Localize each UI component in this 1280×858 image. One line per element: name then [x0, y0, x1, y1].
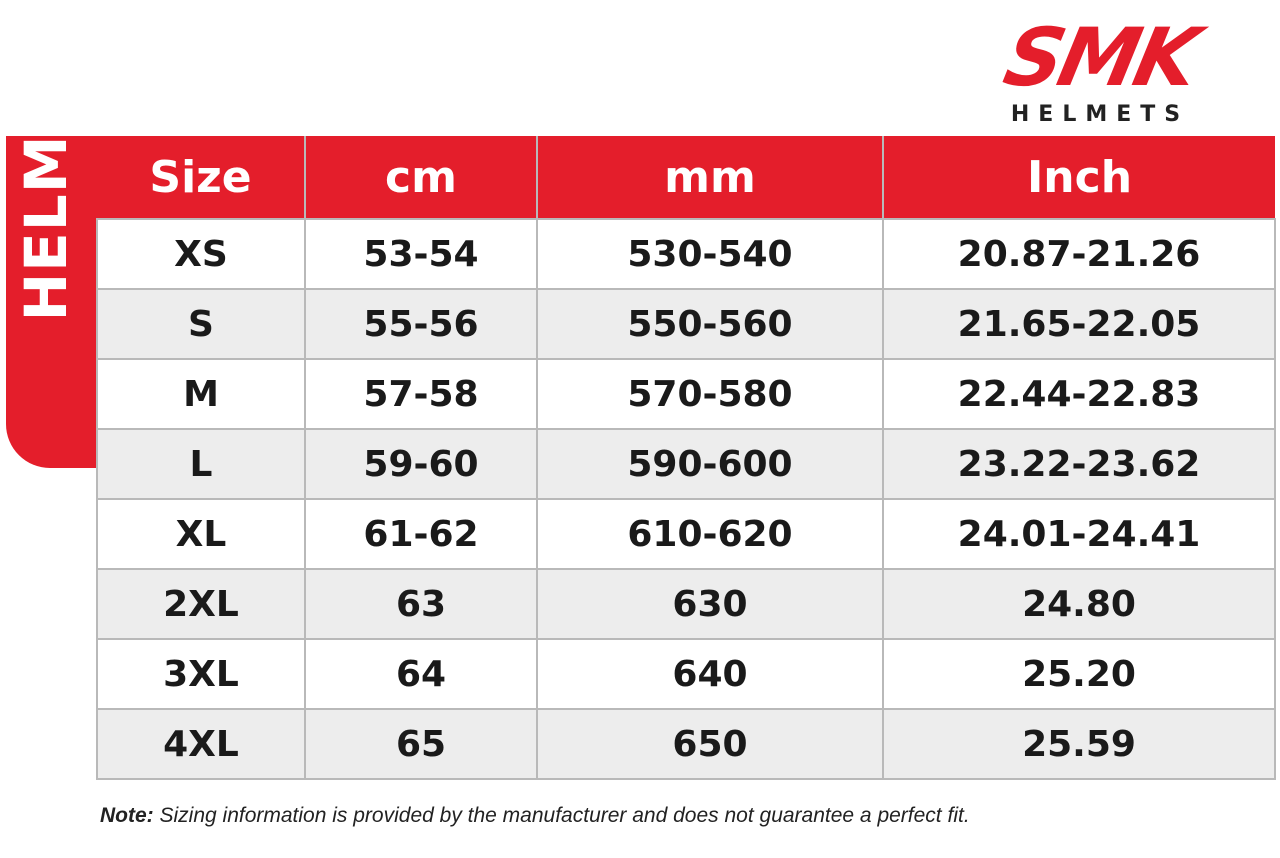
cell-mm: 570-580	[536, 358, 884, 430]
cell-inch: 24.80	[882, 568, 1276, 640]
cell-size: 2XL	[96, 568, 306, 640]
header-inch: Inch	[882, 136, 1275, 219]
cell-size: 3XL	[96, 638, 306, 710]
header-size: Size	[97, 136, 305, 219]
cell-mm: 550-560	[536, 288, 884, 360]
footnote: Note: Sizing information is provided by …	[100, 804, 1200, 828]
cell-mm: 530-540	[536, 218, 884, 290]
table-row: XL 61-62 610-620 24.01-24.41	[96, 498, 1276, 570]
logo-subtitle: HELMETS	[1010, 102, 1190, 127]
cell-size: M	[96, 358, 306, 430]
note-label: Note:	[100, 804, 154, 827]
table-row: 2XL 63 630 24.80	[96, 568, 1276, 640]
table-row: S 55-56 550-560 21.65-22.05	[96, 288, 1276, 360]
table-row: 4XL 65 650 25.59	[96, 708, 1276, 780]
cell-cm: 53-54	[304, 218, 538, 290]
table-row: XS 53-54 530-540 20.87-21.26	[96, 218, 1276, 290]
cell-size: XL	[96, 498, 306, 570]
size-chart-table: Size cm mm Inch XS 53-54 530-540 20.87-2…	[96, 136, 1276, 780]
cell-cm: 57-58	[304, 358, 538, 430]
table-row: 3XL 64 640 25.20	[96, 638, 1276, 710]
cell-cm: 61-62	[304, 498, 538, 570]
cell-inch: 24.01-24.41	[882, 498, 1276, 570]
cell-inch: 23.22-23.62	[882, 428, 1276, 500]
cell-inch: 25.59	[882, 708, 1276, 780]
cell-size: XS	[96, 218, 306, 290]
header-cm: cm	[304, 136, 537, 219]
side-tab-label: HELMETS	[12, 10, 80, 322]
cell-inch: 25.20	[882, 638, 1276, 710]
cell-mm: 630	[536, 568, 884, 640]
logo-wordmark: SMK	[996, 11, 1204, 104]
note-text: Sizing information is provided by the ma…	[153, 804, 970, 827]
cell-cm: 63	[304, 568, 538, 640]
cell-cm: 65	[304, 708, 538, 780]
cell-mm: 640	[536, 638, 884, 710]
cell-size: 4XL	[96, 708, 306, 780]
side-tab	[6, 136, 98, 468]
cell-cm: 59-60	[304, 428, 538, 500]
cell-inch: 21.65-22.05	[882, 288, 1276, 360]
cell-mm: 610-620	[536, 498, 884, 570]
cell-cm: 64	[304, 638, 538, 710]
cell-inch: 20.87-21.26	[882, 218, 1276, 290]
table-header-row: Size cm mm Inch	[97, 136, 1275, 219]
header-mm: mm	[536, 136, 883, 219]
cell-cm: 55-56	[304, 288, 538, 360]
cell-mm: 590-600	[536, 428, 884, 500]
cell-size: L	[96, 428, 306, 500]
cell-inch: 22.44-22.83	[882, 358, 1276, 430]
cell-size: S	[96, 288, 306, 360]
smk-logo: SMK HELMETS	[950, 11, 1250, 128]
cell-mm: 650	[536, 708, 884, 780]
table-row: M 57-58 570-580 22.44-22.83	[96, 358, 1276, 430]
table-row: L 59-60 590-600 23.22-23.62	[96, 428, 1276, 500]
